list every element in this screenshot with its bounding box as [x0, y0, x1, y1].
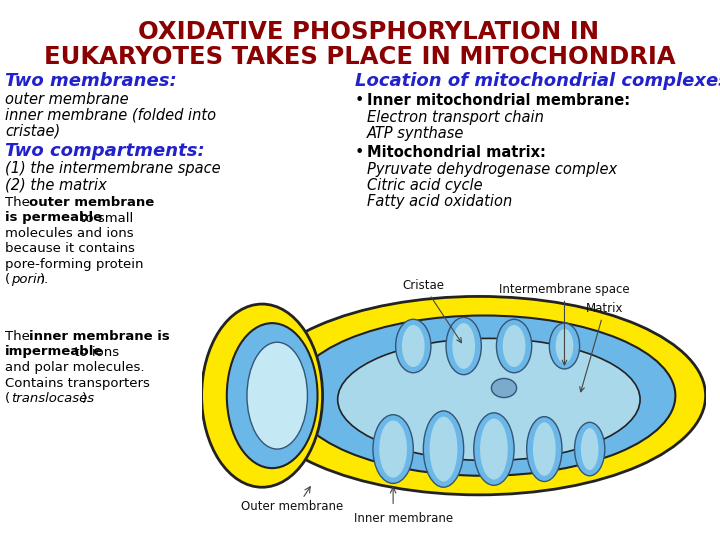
Text: pore-forming protein: pore-forming protein — [5, 258, 143, 271]
Ellipse shape — [423, 411, 464, 487]
Ellipse shape — [533, 422, 556, 476]
Text: Inner mitochondrial membrane:: Inner mitochondrial membrane: — [367, 93, 630, 108]
Ellipse shape — [402, 325, 425, 367]
Ellipse shape — [379, 421, 407, 478]
Ellipse shape — [452, 323, 475, 369]
Text: Contains transporters: Contains transporters — [5, 376, 150, 389]
Text: OXIDATIVE PHOSPHORYLATION IN: OXIDATIVE PHOSPHORYLATION IN — [121, 20, 599, 44]
Ellipse shape — [446, 318, 481, 375]
Ellipse shape — [202, 304, 323, 487]
Text: inner membrane is: inner membrane is — [29, 330, 169, 343]
Text: Inner membrane: Inner membrane — [354, 511, 453, 524]
Ellipse shape — [527, 417, 562, 482]
Text: •: • — [355, 145, 364, 160]
Text: porin: porin — [11, 273, 45, 287]
Text: Pyruvate dehydrogenase complex: Pyruvate dehydrogenase complex — [367, 162, 617, 177]
Text: Location of mitochondrial complexes: Location of mitochondrial complexes — [355, 72, 720, 90]
Ellipse shape — [396, 319, 431, 373]
Ellipse shape — [247, 342, 307, 449]
Text: because it contains: because it contains — [5, 242, 135, 255]
Text: molecules and ions: molecules and ions — [5, 227, 134, 240]
Text: ).: ). — [81, 392, 91, 405]
Ellipse shape — [430, 417, 457, 482]
Text: cristae): cristae) — [5, 124, 60, 139]
Text: ).: ). — [40, 273, 50, 287]
Ellipse shape — [503, 325, 526, 367]
Text: Two compartments:: Two compartments: — [5, 142, 204, 160]
Ellipse shape — [474, 413, 514, 485]
Ellipse shape — [549, 323, 580, 369]
Text: Fatty acid oxidation: Fatty acid oxidation — [367, 194, 512, 209]
Text: ATP synthase: ATP synthase — [367, 126, 464, 141]
Text: Intermembrane space: Intermembrane space — [499, 282, 630, 365]
Text: Matrix: Matrix — [580, 302, 624, 392]
Text: (2) the matrix: (2) the matrix — [5, 177, 107, 192]
Text: and polar molecules.: and polar molecules. — [5, 361, 145, 374]
Ellipse shape — [497, 319, 531, 373]
Ellipse shape — [491, 379, 517, 397]
Text: (: ( — [5, 392, 10, 405]
Text: (1) the intermembrane space: (1) the intermembrane space — [5, 161, 220, 176]
Text: EUKARYOTES TAKES PLACE IN MITOCHONDRIA: EUKARYOTES TAKES PLACE IN MITOCHONDRIA — [44, 45, 676, 69]
Text: Outer membrane: Outer membrane — [241, 500, 343, 513]
Text: outer membrane: outer membrane — [5, 92, 129, 107]
Text: Citric acid cycle: Citric acid cycle — [367, 178, 482, 193]
Ellipse shape — [292, 315, 675, 476]
Text: is permeable: is permeable — [5, 212, 102, 225]
Ellipse shape — [575, 422, 605, 476]
Text: Mitochondrial matrix:: Mitochondrial matrix: — [367, 145, 546, 160]
Ellipse shape — [373, 415, 413, 483]
Text: inner membrane (folded into: inner membrane (folded into — [5, 108, 216, 123]
Ellipse shape — [581, 428, 598, 470]
Text: Cristae: Cristae — [402, 279, 462, 343]
Text: The: The — [5, 196, 34, 209]
Ellipse shape — [556, 329, 573, 363]
Text: (: ( — [5, 273, 10, 287]
Text: to small: to small — [76, 212, 133, 225]
Ellipse shape — [252, 296, 706, 495]
Text: •: • — [355, 93, 364, 108]
Text: translocases: translocases — [11, 392, 94, 405]
Text: impermeable: impermeable — [5, 346, 104, 359]
Ellipse shape — [480, 418, 508, 480]
Ellipse shape — [227, 323, 318, 468]
Text: Two membranes:: Two membranes: — [5, 72, 176, 90]
Text: to ions: to ions — [70, 346, 119, 359]
Text: The: The — [5, 330, 34, 343]
Text: Electron transport chain: Electron transport chain — [367, 110, 544, 125]
Ellipse shape — [338, 339, 640, 461]
Text: outer membrane: outer membrane — [29, 196, 154, 209]
